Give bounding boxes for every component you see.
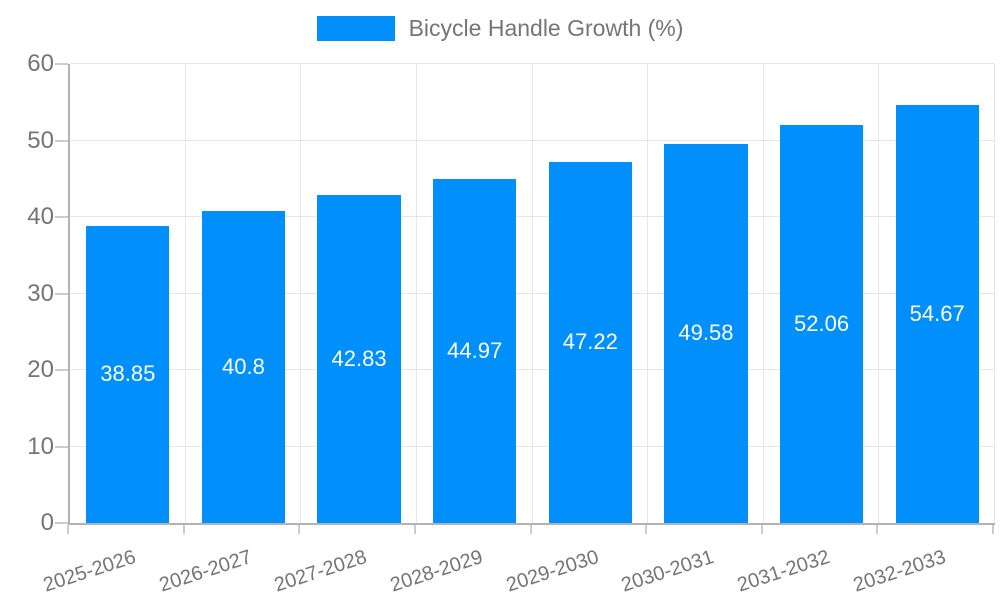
bar[interactable]: 44.97 <box>433 178 517 523</box>
x-axis-label: 2026-2027 <box>156 546 255 597</box>
y-axis-tick <box>55 63 68 65</box>
x-axis-tick <box>67 525 69 534</box>
x-axis-tick <box>529 525 532 534</box>
y-axis-tick <box>55 369 68 371</box>
y-gridline <box>70 63 995 64</box>
x-axis-label: 2032-2033 <box>850 546 948 597</box>
x-axis-tick <box>182 525 185 534</box>
legend-label: Bicycle Handle Growth (%) <box>408 15 684 41</box>
y-axis-label: 50 <box>27 126 54 154</box>
x-gridline <box>762 64 764 523</box>
bar-value-label: 54.67 <box>909 300 965 326</box>
x-axis-tick <box>992 525 994 534</box>
y-axis-label: 0 <box>40 509 54 536</box>
bar-value-label: 38.85 <box>100 361 156 387</box>
bar[interactable]: 40.8 <box>201 210 286 523</box>
x-axis-label: 2027-2028 <box>272 546 370 597</box>
y-axis-label: 20 <box>27 356 54 383</box>
x-gridline <box>300 64 302 523</box>
x-gridline <box>994 64 995 523</box>
bar[interactable]: 38.85 <box>86 225 170 523</box>
y-axis-tick <box>55 292 68 295</box>
bar-value-label: 47.22 <box>562 329 618 355</box>
y-axis-tick <box>55 522 68 524</box>
x-gridline <box>184 64 186 523</box>
x-axis-label: 2028-2029 <box>387 546 486 597</box>
x-axis-tick <box>413 525 416 534</box>
y-axis-tick <box>55 445 68 448</box>
y-axis-tick <box>55 216 68 218</box>
bar[interactable]: 54.67 <box>895 104 979 523</box>
x-axis-label: 2029-2030 <box>503 546 602 597</box>
bar[interactable]: 52.06 <box>779 124 864 523</box>
bar-value-label: 49.58 <box>678 320 734 346</box>
bar[interactable]: 42.83 <box>317 195 401 523</box>
bar[interactable]: 49.58 <box>664 143 748 523</box>
x-axis-label: 2025-2026 <box>40 546 139 597</box>
bar[interactable]: 47.22 <box>548 161 632 523</box>
x-axis-label: 2031-2032 <box>734 546 833 597</box>
y-axis-label: 40 <box>27 203 54 230</box>
y-gridline <box>70 445 995 447</box>
y-gridline <box>70 292 995 294</box>
y-axis-tick <box>55 139 68 142</box>
legend-swatch <box>316 16 395 41</box>
x-gridline <box>531 64 533 523</box>
legend[interactable]: Bicycle Handle Growth (%) <box>0 15 1000 42</box>
y-gridline <box>70 369 995 370</box>
plot-area: 38.85 40.8 42.83 44.97 47.22 49.58 52.06 54.67 <box>68 63 995 525</box>
bar-value-label: 44.97 <box>447 337 503 363</box>
x-axis-tick <box>298 525 301 534</box>
x-axis-tick <box>760 525 763 534</box>
bar-value-label: 40.8 <box>222 353 265 379</box>
x-axis-tick <box>645 525 648 534</box>
x-gridline <box>415 64 417 523</box>
x-axis-tick <box>876 525 879 534</box>
x-axis-label: 2030-2031 <box>618 546 717 597</box>
y-axis-label: 10 <box>27 432 54 460</box>
y-gridline <box>70 139 995 141</box>
x-gridline <box>878 64 880 523</box>
y-axis-label: 60 <box>27 50 54 77</box>
x-gridline <box>647 64 649 523</box>
bar-value-label: 42.83 <box>331 346 387 372</box>
y-axis-label: 30 <box>27 279 54 307</box>
bar-value-label: 52.06 <box>794 310 850 336</box>
y-gridline <box>70 216 995 217</box>
